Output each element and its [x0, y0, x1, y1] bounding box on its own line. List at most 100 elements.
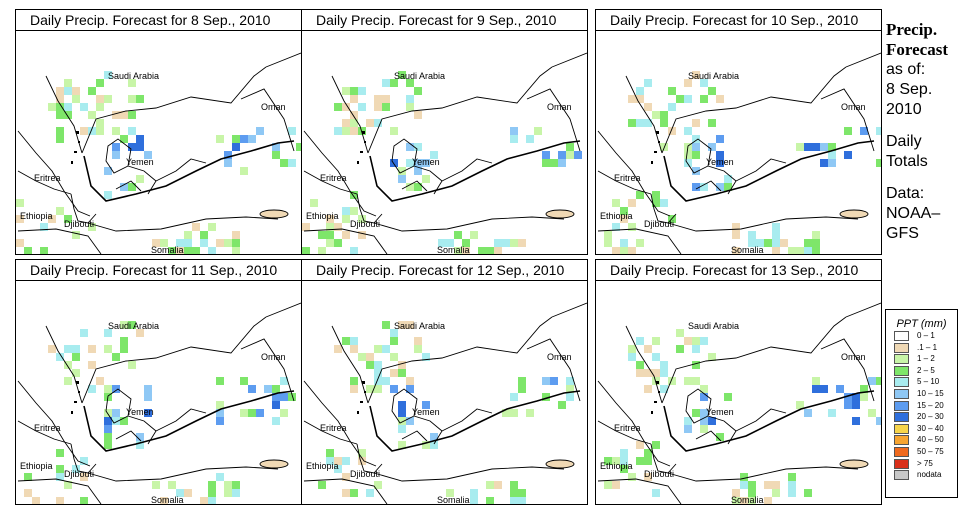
precip-cell [462, 247, 470, 254]
precip-cell [40, 247, 48, 254]
precip-cell [192, 247, 200, 254]
precip-cell [184, 239, 192, 247]
legend-label: .1 – 1 [917, 342, 938, 352]
precip-cell [232, 239, 240, 247]
socotra-island [839, 459, 869, 469]
saudi-yemen-border [367, 316, 553, 404]
somalia-coast [373, 216, 565, 232]
precip-cell [216, 135, 224, 143]
precip-cell [692, 361, 700, 369]
precip-cell [288, 393, 296, 401]
eritrea-coast [17, 130, 91, 217]
precip-cell [644, 473, 652, 481]
label-ethiopia: Ethiopia [20, 211, 53, 221]
red-sea-coast-arabia [331, 325, 369, 404]
precip-cell [788, 473, 796, 481]
precip-cell [232, 231, 240, 239]
precip-cell [216, 377, 224, 385]
djibouti-border [70, 443, 97, 474]
borders [303, 52, 587, 254]
precip-cell [382, 103, 390, 111]
yemen-governorate [735, 158, 787, 182]
precip-cell [764, 239, 772, 247]
precip-cell [542, 377, 550, 385]
label-ethiopia: Ethiopia [600, 211, 633, 221]
precip-cell [566, 377, 574, 385]
legend-swatch [894, 331, 909, 341]
precip-cell [636, 95, 644, 103]
precip-cell [692, 167, 700, 175]
precip-cell [224, 159, 232, 167]
label-somalia: Somalia [437, 245, 470, 255]
precip-cell [518, 489, 526, 497]
precip-map: Saudi Arabia Oman Yemen Eritrea Ethiopia… [595, 280, 882, 505]
precip-cell [64, 87, 72, 95]
precip-cell [398, 409, 406, 417]
precip-cell [176, 489, 184, 497]
precip-cell [224, 481, 232, 489]
precip-cell [620, 449, 628, 457]
precip-cell [534, 127, 542, 135]
precip-cell [40, 223, 48, 231]
yemen-governorate [441, 408, 493, 432]
precip-cell [724, 183, 732, 191]
precip-cell [454, 231, 462, 239]
precip-cell [120, 183, 128, 191]
ethiopia-somalia-border [17, 228, 102, 254]
precip-cell [88, 111, 96, 119]
eritrea-ethiopia-border [597, 420, 652, 445]
islands [357, 381, 366, 414]
precip-cell [128, 95, 136, 103]
precip-cell [406, 183, 414, 191]
precip-cell [390, 329, 398, 337]
somalia-coast [87, 466, 279, 482]
precip-cell [422, 175, 430, 183]
precip-cell [652, 441, 660, 449]
yemen-governorate [413, 415, 443, 445]
precip-cell [56, 87, 64, 95]
precip-cell [128, 361, 136, 369]
legend-label: 5 – 10 [917, 377, 940, 387]
precip-map: Saudi Arabia Oman Yemen Eritrea Ethiopia… [595, 30, 882, 255]
precip-cell [748, 489, 756, 497]
precip-cell [844, 393, 852, 401]
legend-swatch [894, 470, 909, 481]
legend-title: PPT (mm) [896, 318, 947, 330]
precip-cell [628, 199, 636, 207]
precip-cell [144, 409, 152, 417]
data-source-line3: GFS [886, 225, 919, 242]
precip-cell [398, 361, 406, 369]
precip-cell [668, 127, 676, 135]
precip-cell [454, 247, 462, 254]
precip-cell [844, 151, 852, 159]
precip-cell [644, 119, 652, 127]
ethiopia-somalia-border [303, 478, 388, 504]
precip-cell [120, 417, 128, 425]
ethiopia-somalia-border [303, 228, 388, 254]
legend-item: 0 – 1 [894, 330, 957, 342]
precip-cell [382, 377, 390, 385]
precip-cell [876, 127, 881, 135]
legend-swatch [894, 388, 909, 399]
precip-cell [56, 127, 64, 135]
precip-cell [128, 127, 136, 135]
precip-cell [700, 409, 708, 417]
precip-cell [326, 239, 334, 247]
map-svg [597, 52, 881, 254]
precip-cell [732, 247, 740, 254]
precip-cell [820, 143, 828, 151]
precip-cell [272, 393, 280, 401]
yemen-south-coast [663, 140, 875, 202]
precip-cell [812, 231, 820, 239]
eritrea-ethiopia-border [17, 420, 72, 445]
precip-cell [620, 457, 628, 465]
precip-cell [104, 345, 112, 353]
ethiopia-somalia-border [17, 478, 102, 504]
precip-cell [342, 103, 350, 111]
precip-cell [326, 215, 334, 223]
precip-cell [422, 353, 430, 361]
saudi-yemen-border [367, 66, 553, 154]
label-djibouti: Djibouti [644, 469, 675, 479]
precip-cell [652, 337, 660, 345]
panel-title: Daily Precip. Forecast for 12 Sep., 2010 [301, 259, 588, 282]
